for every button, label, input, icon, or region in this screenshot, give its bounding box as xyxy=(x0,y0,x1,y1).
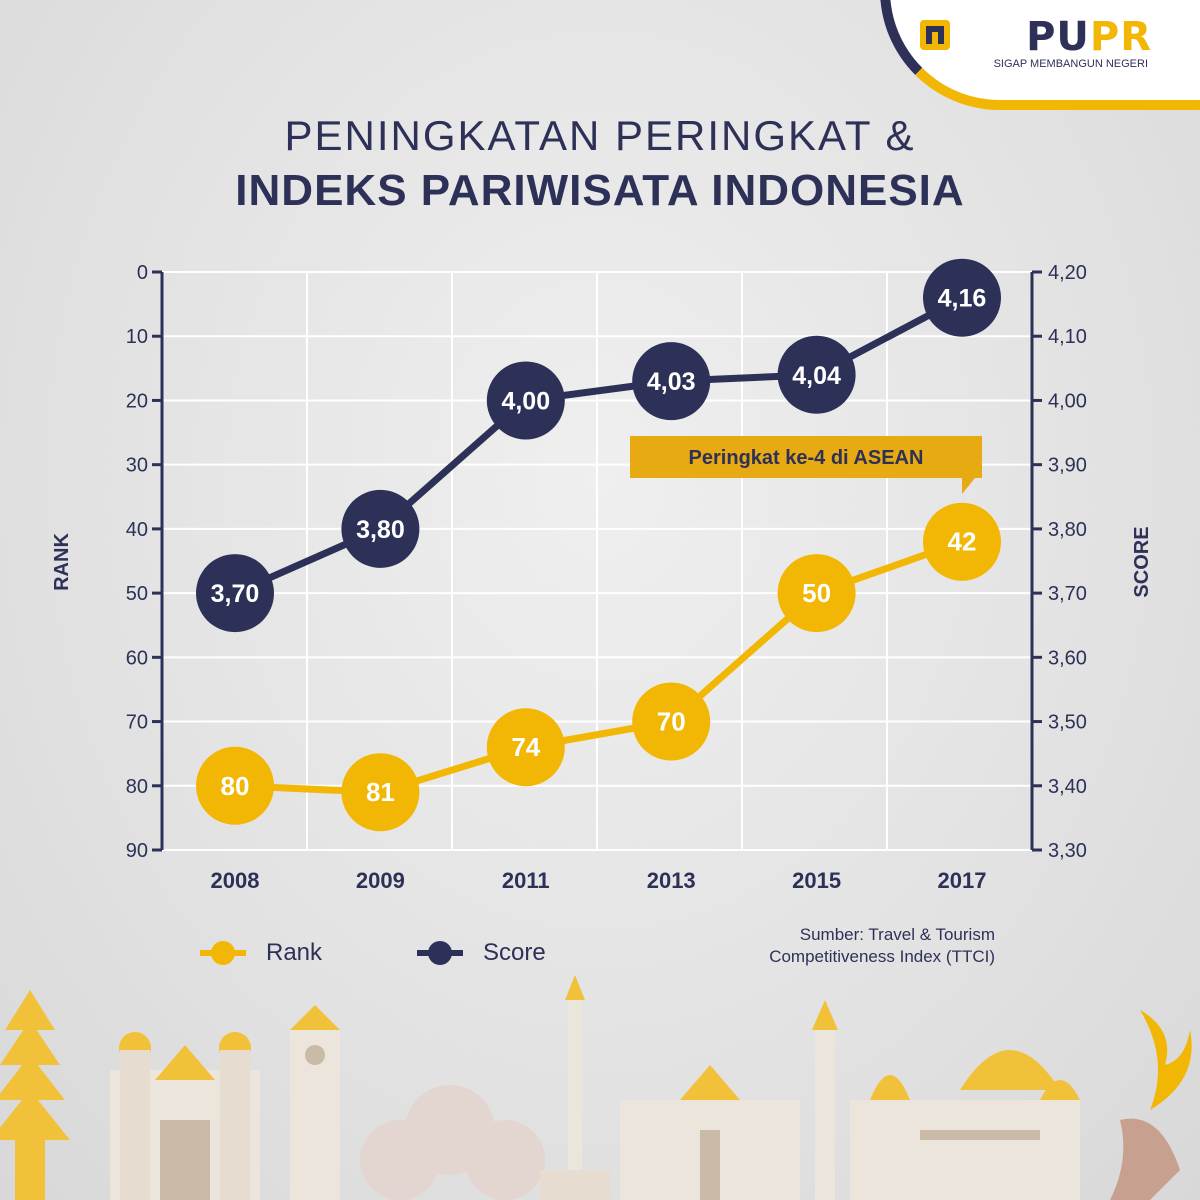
left-axis-tick-label: 90 xyxy=(126,840,148,862)
left-axis-tick-label: 30 xyxy=(126,455,148,477)
left-axis-tick-label: 0 xyxy=(137,262,148,284)
left-axis-title: RANK xyxy=(51,533,73,591)
brand-logo: PUPR SIGAP MEMBANGUN NEGERI xyxy=(880,0,1200,110)
data-point-rank xyxy=(923,502,1001,581)
right-axis-tick-label: 3,30 xyxy=(1048,840,1087,862)
data-point-rank xyxy=(196,746,274,825)
right-axis-tick-label: 3,70 xyxy=(1048,583,1087,605)
right-axis-title: SCORE xyxy=(1131,526,1153,597)
legend-score-label: Score xyxy=(483,939,546,966)
left-axis-tick-label: 50 xyxy=(126,583,148,605)
data-label-rank: 70 xyxy=(657,707,686,737)
x-axis-tick-label: 2008 xyxy=(211,868,260,893)
left-axis-tick-label: 60 xyxy=(126,647,148,669)
right-axis-tick-label: 3,50 xyxy=(1048,712,1087,734)
page-title-line2: INDEKS PARIWISATA INDONESIA xyxy=(235,166,965,215)
x-axis-tick-label: 2015 xyxy=(792,868,841,893)
data-point-score xyxy=(196,554,274,633)
brand-name-part2: PR xyxy=(1089,14,1152,60)
right-axis-tick-label: 3,90 xyxy=(1048,455,1087,477)
skyline-buildings xyxy=(0,975,1192,1200)
right-axis-tick-label: 4,10 xyxy=(1048,326,1087,348)
right-axis-tick-label: 3,40 xyxy=(1048,776,1087,798)
legend-rank: Rank xyxy=(198,938,322,968)
left-axis-tick-label: 40 xyxy=(126,519,148,541)
data-label-score: 4,00 xyxy=(501,387,550,415)
left-axis-tick-label: 80 xyxy=(126,776,148,798)
data-label-score: 3,70 xyxy=(211,580,260,608)
right-axis-tick-label: 3,60 xyxy=(1048,647,1087,669)
left-axis-tick-label: 10 xyxy=(126,326,148,348)
data-point-score xyxy=(341,489,420,568)
data-label-rank: 81 xyxy=(366,777,395,807)
x-axis-tick-label: 2009 xyxy=(356,868,405,893)
legend-rank-label: Rank xyxy=(266,939,323,966)
brand-name: PUPR xyxy=(1026,14,1152,60)
right-axis-tick-label: 3,80 xyxy=(1048,519,1087,541)
x-axis-tick-label: 2013 xyxy=(647,868,696,893)
legend-score-marker-icon xyxy=(417,941,463,965)
brand-name-part1: PU xyxy=(1026,14,1090,60)
annotation-callout xyxy=(630,436,982,494)
data-point-rank xyxy=(777,554,856,633)
data-label-score: 3,80 xyxy=(356,516,405,544)
data-point-score xyxy=(777,335,856,414)
page-title-line1: PENINGKATAN PERINGKAT & xyxy=(284,112,916,159)
data-label-score: 4,16 xyxy=(938,285,987,313)
source-note: Sumber: Travel & Tourism Competitiveness… xyxy=(769,924,995,968)
data-label-rank: 80 xyxy=(221,771,250,801)
data-label-score: 4,04 xyxy=(792,362,841,390)
right-axis-tick-label: 4,20 xyxy=(1048,262,1087,284)
data-point-rank xyxy=(632,682,711,761)
left-axis-tick-label: 20 xyxy=(126,390,148,412)
x-axis-tick-label: 2011 xyxy=(502,868,550,893)
annotation-label: Peringkat ke-4 di ASEAN xyxy=(689,447,924,469)
data-point-score xyxy=(923,258,1001,337)
data-label-score: 4,03 xyxy=(647,368,696,396)
x-axis-tick-label: 2017 xyxy=(938,868,987,893)
legend-rank-marker-icon xyxy=(200,941,246,965)
source-line1: Sumber: Travel & Tourism xyxy=(799,925,995,944)
data-label-rank: 42 xyxy=(948,527,977,557)
landmark-skyline-illustration xyxy=(0,975,1192,1200)
pupr-emblem-icon xyxy=(920,20,950,50)
data-point-rank xyxy=(486,708,565,787)
brand-tagline: SIGAP MEMBANGUN NEGERI xyxy=(993,58,1148,70)
source-line2: Competitiveness Index (TTCI) xyxy=(769,947,995,966)
right-axis-tick-label: 4,00 xyxy=(1048,390,1087,412)
data-label-rank: 74 xyxy=(511,732,540,762)
data-point-rank xyxy=(341,753,420,832)
data-label-rank: 50 xyxy=(802,578,831,608)
data-point-score xyxy=(632,342,711,421)
data-point-score xyxy=(486,361,565,440)
legend-score: Score xyxy=(415,938,546,968)
left-axis-tick-label: 70 xyxy=(126,712,148,734)
